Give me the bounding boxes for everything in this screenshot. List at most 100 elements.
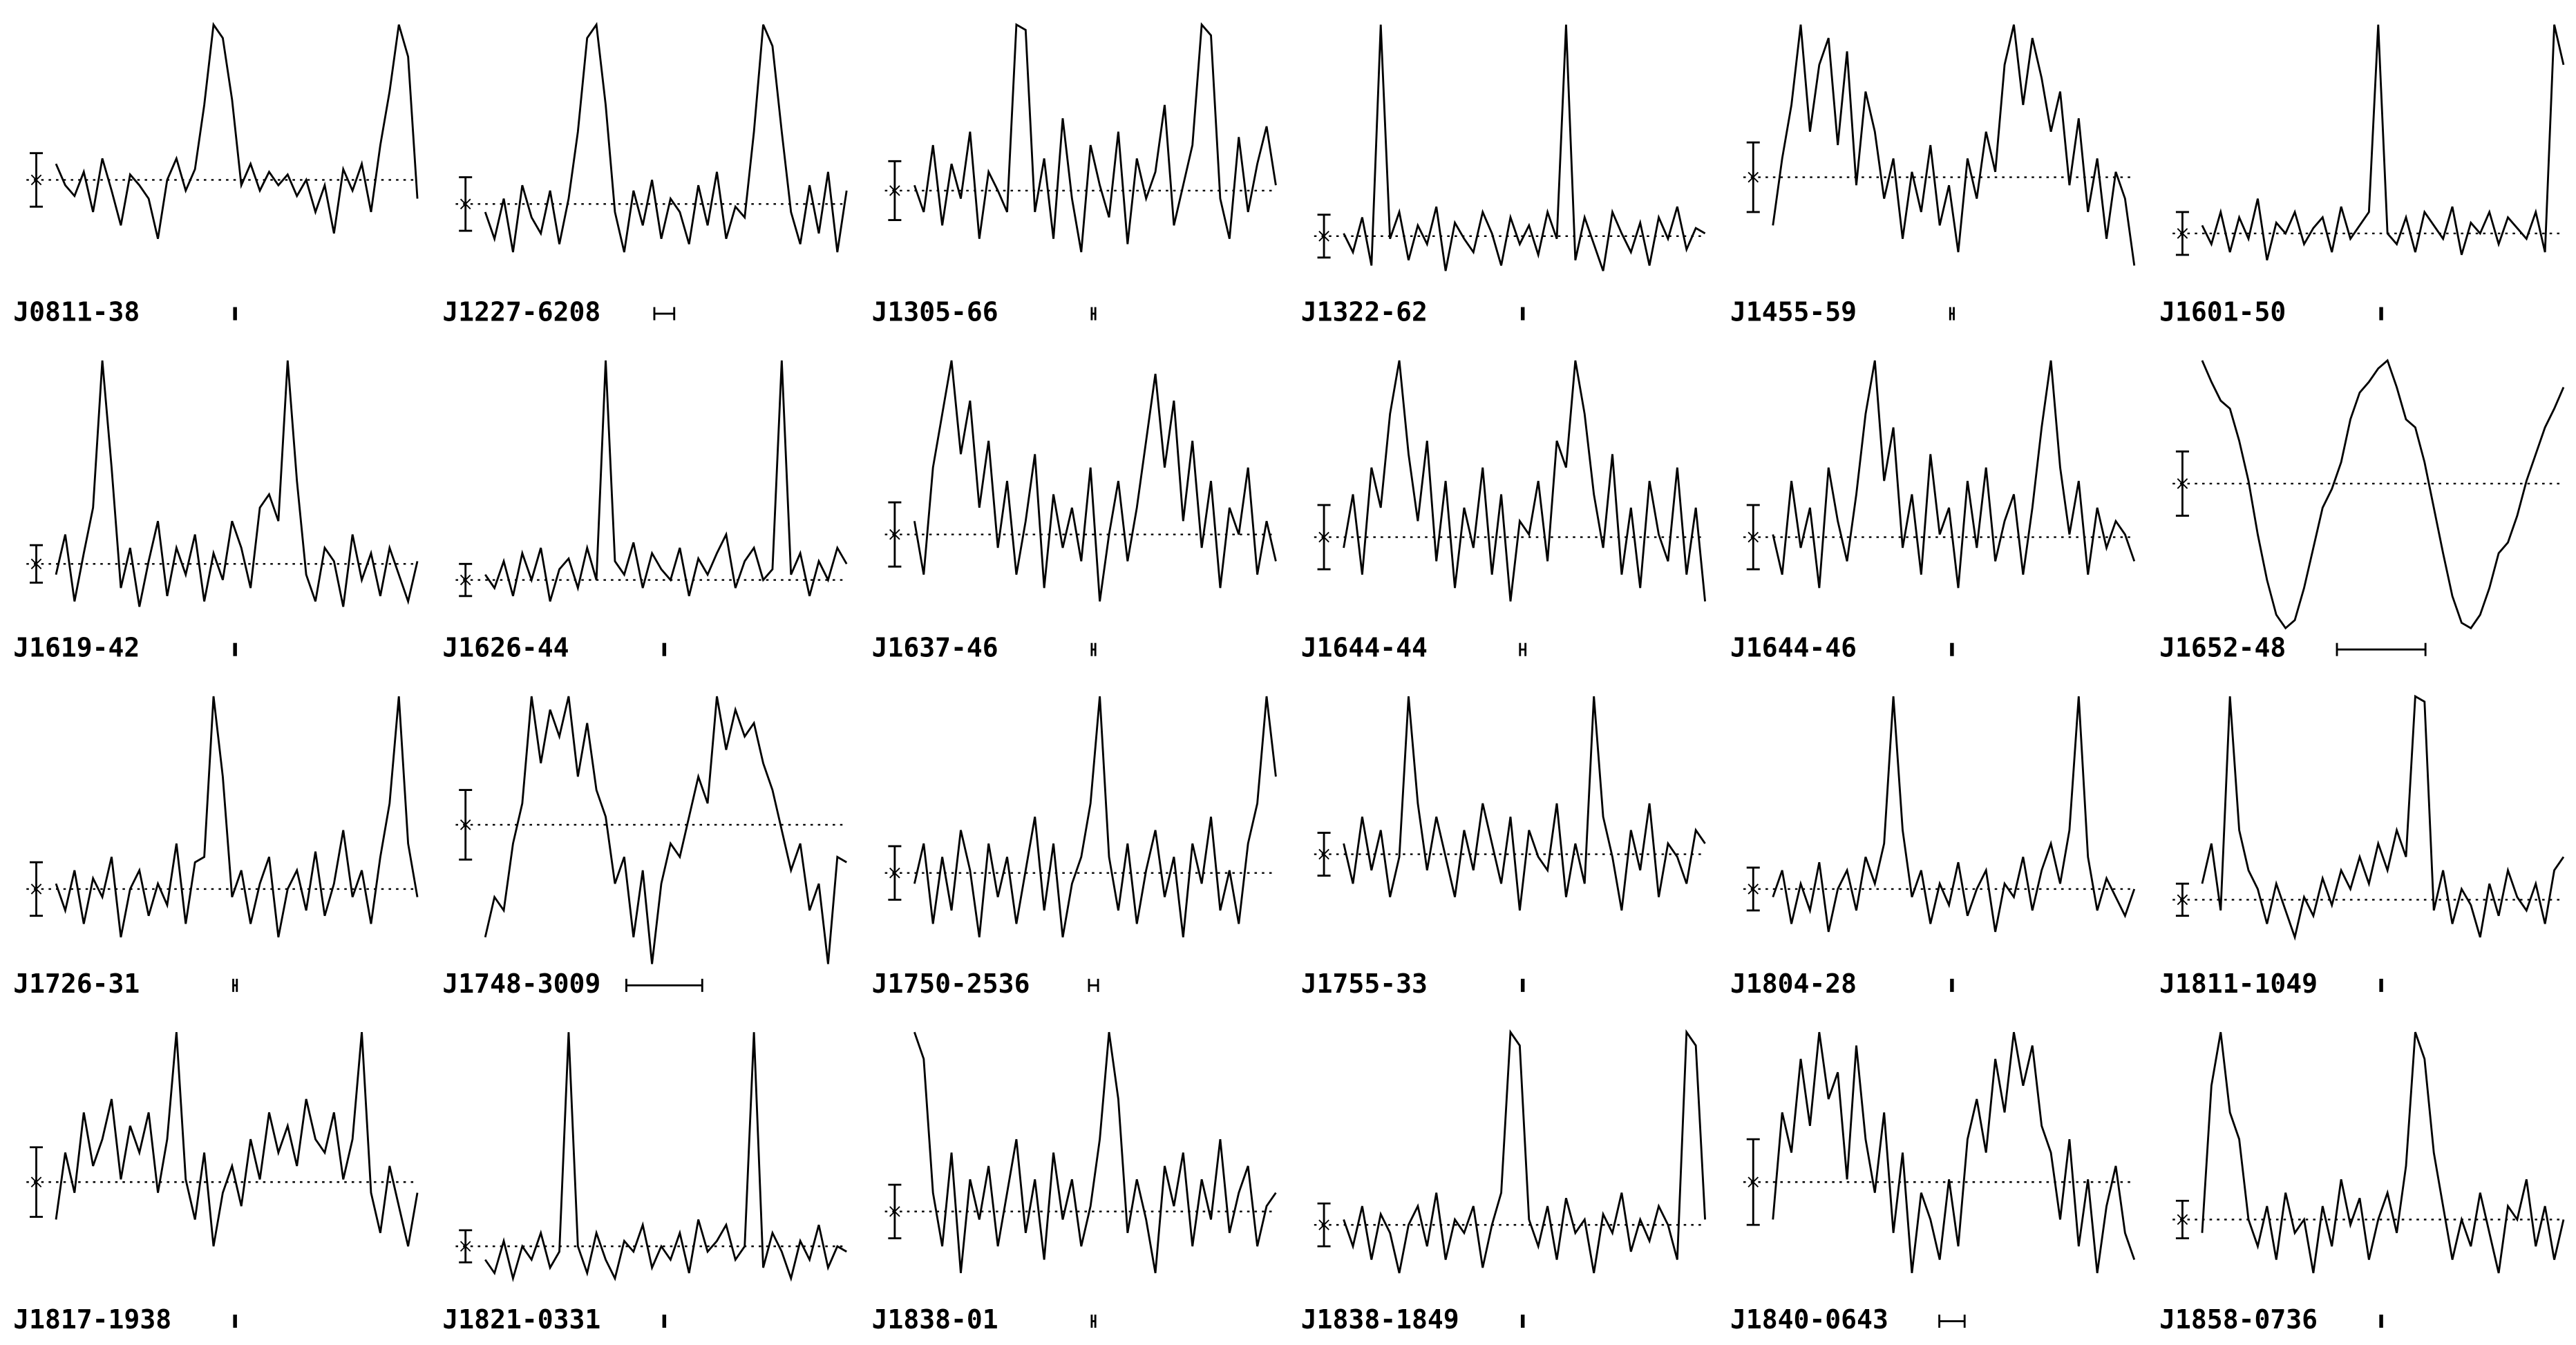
pulsar-name: J1838-1849 — [1301, 1304, 1459, 1335]
error-bar — [1317, 504, 1331, 571]
profile-line — [55, 696, 419, 937]
resolution-bar — [625, 978, 703, 992]
error-bar-part — [2177, 1214, 2188, 1225]
pulsar-name: J1652-48 — [2159, 633, 2286, 663]
error-bar — [2175, 882, 2189, 917]
pulsar-name: J1637-46 — [872, 633, 998, 663]
error-bar-part — [1748, 1176, 1759, 1187]
resolution-bar — [662, 1315, 667, 1328]
pulsar-name: J1840-0643 — [1730, 1304, 1888, 1335]
pulsar-name: J1817-1938 — [13, 1304, 171, 1335]
pulsar-name: J1726-31 — [13, 969, 140, 999]
resolution-bar — [1090, 307, 1097, 321]
pulsar-name: J1811-1049 — [2159, 969, 2318, 999]
resolution-bar — [1090, 1315, 1097, 1328]
resolution-bar — [233, 1315, 237, 1328]
pulsar-name: J1755-33 — [1301, 969, 1428, 999]
error-bar — [1746, 504, 1760, 571]
pulsar-name: J1858-0736 — [2159, 1304, 2318, 1335]
profile-line — [484, 360, 848, 602]
resolution-bar — [1520, 1315, 1525, 1328]
error-bar — [29, 152, 44, 208]
error-bar — [29, 861, 44, 917]
profile-line — [1772, 696, 2136, 933]
error-bar-part — [30, 884, 42, 895]
profile-line — [913, 1031, 1277, 1274]
profile-line — [484, 21, 848, 253]
error-bar-part — [460, 198, 471, 210]
profile-line — [1772, 24, 2136, 266]
resolution-bar — [653, 307, 676, 321]
profile-line — [913, 22, 1277, 253]
pulsar-name: J1644-44 — [1301, 633, 1428, 663]
error-bar — [459, 176, 473, 232]
error-bar — [2175, 450, 2189, 517]
error-bar-part — [2177, 478, 2188, 489]
resolution-bar — [1950, 978, 1954, 992]
resolution-bar — [2379, 307, 2383, 321]
resolution-bar — [1090, 642, 1097, 656]
profile-line — [55, 360, 419, 607]
error-bar-part — [1318, 230, 1329, 242]
pulsar-name: J1601-50 — [2159, 297, 2286, 327]
resolution-bar — [2336, 642, 2427, 656]
error-bar — [29, 1146, 44, 1218]
resolution-bar — [1950, 642, 1954, 656]
error-bar-part — [30, 1176, 42, 1187]
error-bar — [459, 789, 473, 861]
resolution-bar — [1938, 1315, 1966, 1328]
profile-line — [1343, 1029, 1707, 1274]
profile-line — [55, 21, 419, 239]
pulsar-name: J1748-3009 — [442, 969, 600, 999]
error-bar — [1317, 1202, 1331, 1248]
error-bar — [888, 845, 902, 901]
profile-line — [913, 360, 1277, 602]
error-bar-part — [460, 574, 471, 586]
error-bar-part — [30, 174, 42, 186]
pulsar-name: J1821-0331 — [442, 1304, 600, 1335]
profile-line — [2201, 359, 2565, 630]
error-bar — [1317, 213, 1331, 259]
error-bar — [2175, 1199, 2189, 1239]
pulsar-name: J1804-28 — [1730, 969, 1857, 999]
error-bar — [459, 562, 473, 598]
resolution-bar — [1088, 978, 1099, 992]
error-bar-part — [1318, 848, 1329, 860]
error-bar — [1746, 1138, 1760, 1226]
profile-line — [1343, 24, 1706, 271]
pulsar-name: J1305-66 — [872, 297, 998, 327]
error-bar-part — [1318, 531, 1329, 543]
error-bar-part — [1748, 531, 1759, 543]
profile-line — [1772, 360, 2136, 589]
resolution-bar — [2379, 1315, 2383, 1328]
pulsar-name: J1619-42 — [13, 633, 140, 663]
error-bar-part — [1318, 1219, 1329, 1230]
error-bar-part — [889, 1205, 900, 1217]
error-bar-part — [30, 558, 42, 570]
error-bar-part — [1748, 171, 1759, 183]
resolution-bar — [1519, 642, 1527, 656]
profile-line — [55, 1032, 419, 1247]
pulsar-name: J1455-59 — [1730, 297, 1857, 327]
error-bar — [2175, 211, 2189, 256]
error-bar — [29, 544, 44, 584]
error-bar-part — [889, 185, 900, 196]
error-bar-part — [460, 819, 471, 830]
error-bar-part — [460, 1241, 471, 1252]
profile-line — [1343, 360, 1707, 602]
error-bar — [888, 1183, 902, 1239]
profile-line — [484, 1032, 847, 1283]
error-bar-part — [1748, 884, 1759, 895]
error-bar — [888, 501, 902, 568]
profile-line — [2201, 1031, 2565, 1274]
profile-line — [1772, 1031, 2136, 1274]
error-bar-part — [2177, 894, 2188, 906]
error-bar-part — [889, 867, 900, 879]
error-bar-part — [2177, 228, 2188, 239]
resolution-bar — [662, 642, 667, 656]
error-bar — [459, 1229, 473, 1263]
resolution-bar — [233, 307, 237, 321]
error-bar — [1746, 141, 1760, 213]
